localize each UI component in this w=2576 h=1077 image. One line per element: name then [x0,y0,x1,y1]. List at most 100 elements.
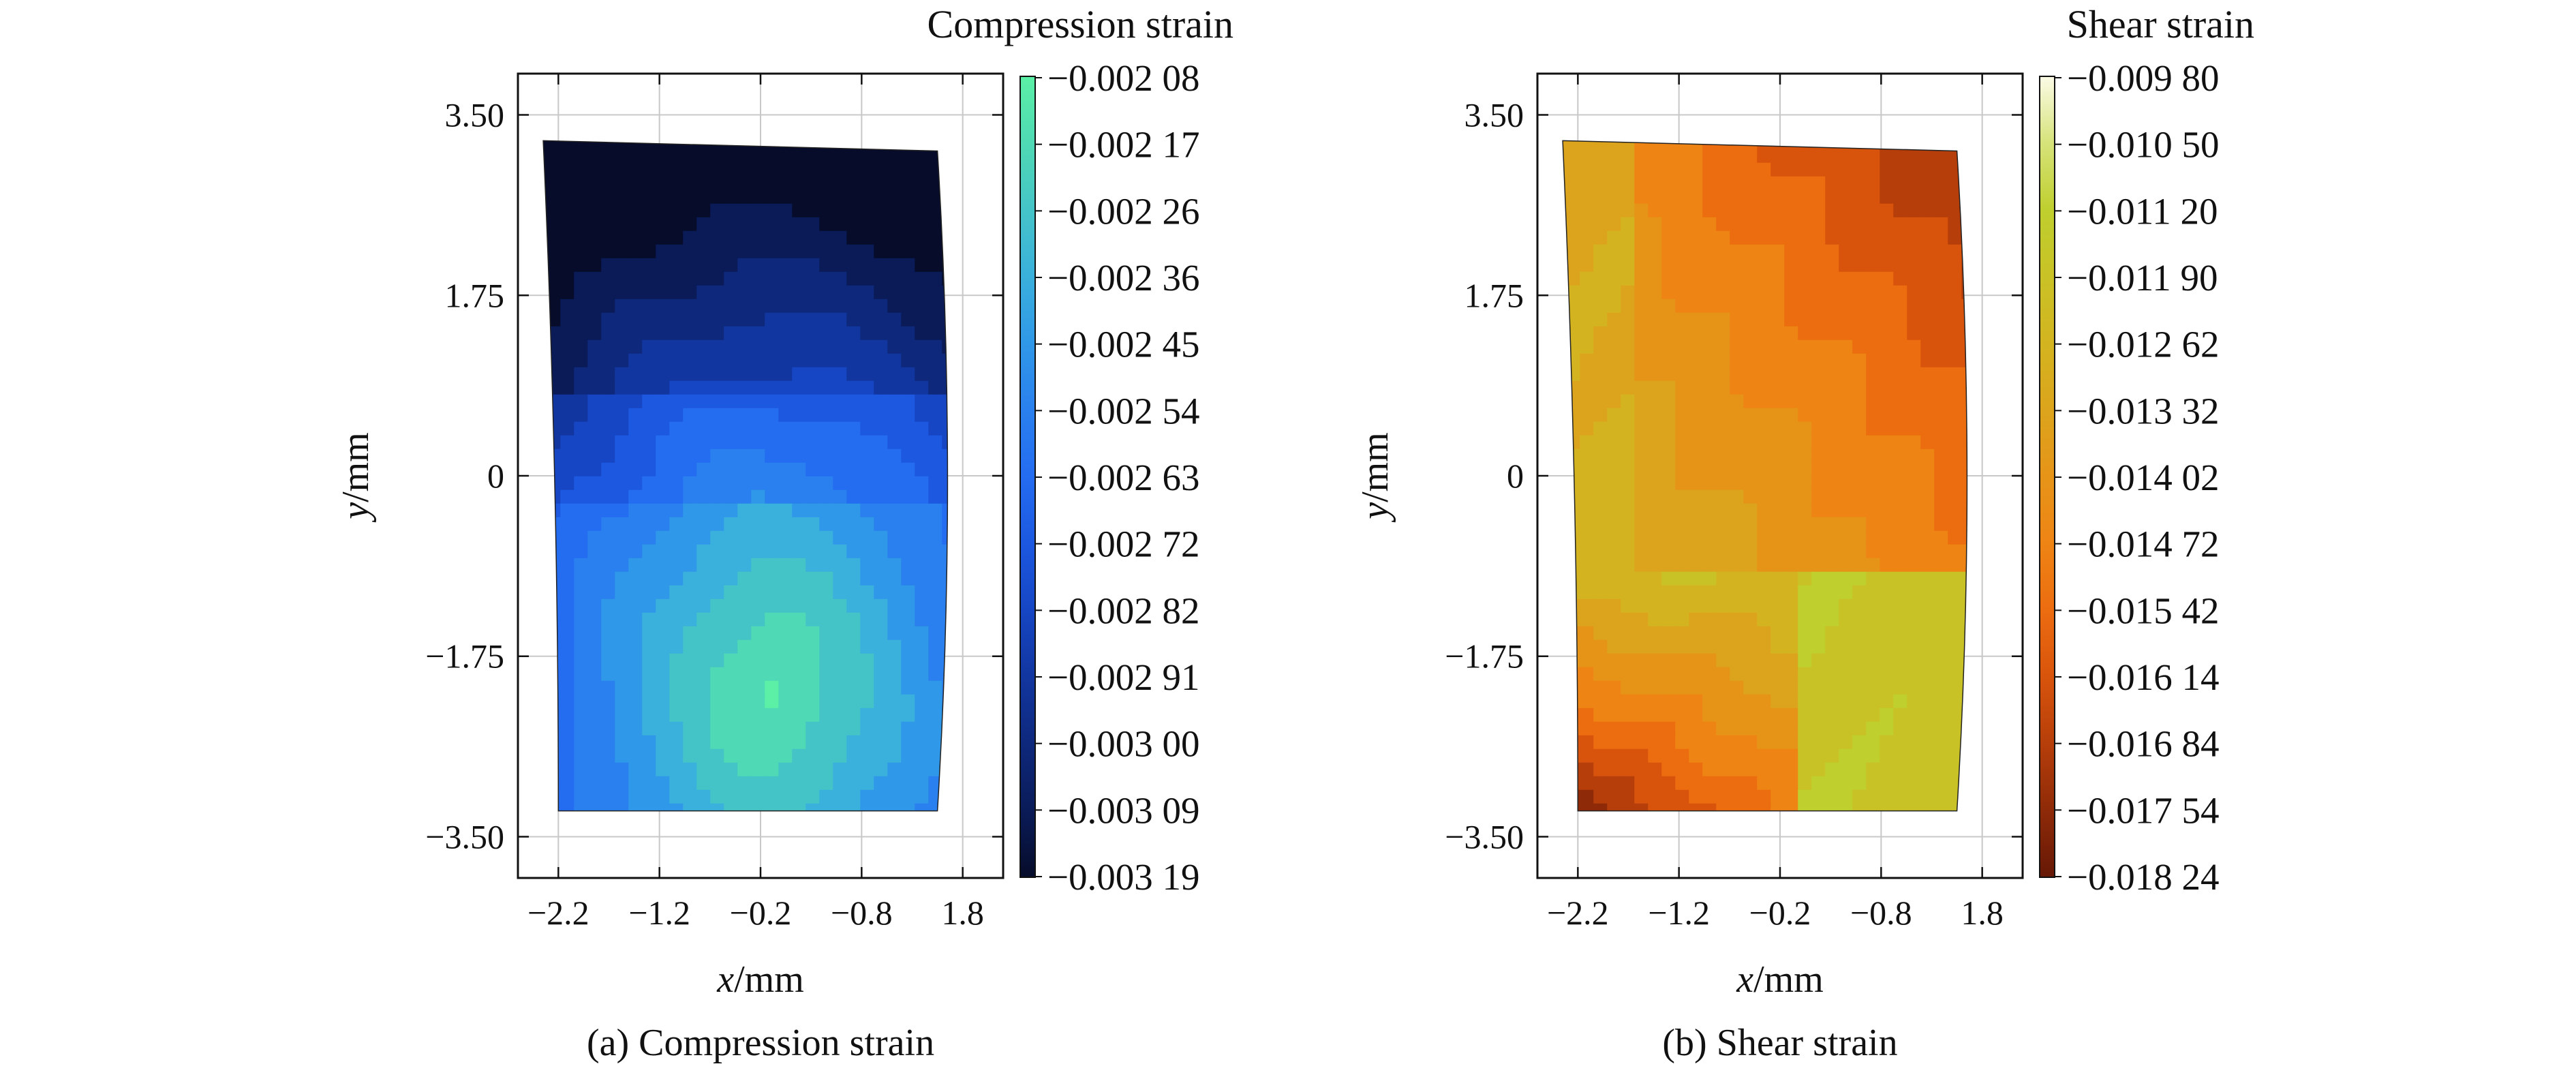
field-cell [928,285,942,300]
field-cell [874,489,888,504]
field-cell [1730,449,1744,464]
field-cell [1770,244,1785,259]
field-cell [1866,149,1880,164]
x-tick-label: −2.2 [1547,894,1609,932]
field-cell [1563,571,1567,586]
field-cell [1634,694,1649,709]
field-cell [724,598,738,613]
field-cell [1563,353,1567,368]
field-cell [1702,217,1717,232]
field-cell [656,176,670,191]
field-cell [683,217,697,232]
field-cell [942,598,948,613]
field-cell [846,299,861,314]
field-cell [751,708,765,723]
field-cell [1825,203,1839,218]
field-cell [1811,735,1826,750]
field-cell [1675,449,1689,464]
field-cell [587,735,602,750]
field-cell [887,449,902,464]
field-cell [724,162,738,177]
field-cell [1563,776,1567,791]
field-cell [696,558,711,573]
field-cell [574,312,588,327]
colorbar-tick-label: −0.002 54 [1047,390,1200,431]
field-cell [1675,517,1689,532]
field-cell [1743,776,1758,791]
field-cell [1811,244,1826,259]
field-cell [543,667,547,682]
field-cell [642,530,656,545]
field-cell [1716,517,1730,532]
field-cell [1607,585,1621,600]
field-cell [1716,149,1730,164]
field-cell [1757,694,1771,709]
field-cell [696,312,711,327]
field-cell [642,476,656,491]
field-cell [1757,571,1771,586]
field-cell [1798,312,1812,327]
field-cell [833,571,847,586]
field-cell [1689,612,1703,627]
field-cell [1730,803,1744,811]
field-cell [765,162,779,177]
field-cell [669,367,684,382]
field-cell [1839,708,1853,723]
field-cell [1961,762,1967,777]
field-cell [887,667,902,682]
field-cell [792,571,806,586]
field-cell [656,489,670,504]
field-cell [656,367,670,382]
field-cell [1716,776,1730,791]
field-cell [1580,380,1594,395]
field-cell [543,230,547,245]
field-cell [887,735,902,750]
field-cell [724,353,738,368]
field-cell [696,585,711,600]
field-cell [1961,421,1967,436]
field-cell [1798,176,1812,191]
field-cell [696,680,711,695]
field-cell [724,367,738,382]
field-cell [1880,462,1894,477]
panel-shear: −2.2 −1.2 −0.2 −0.8 1.8 3.501.750−1.75−3.50 … [1354,2,2254,1064]
field-cell [656,803,670,811]
field-cell [1743,558,1758,573]
field-cell [860,667,874,682]
field-cell [1563,230,1567,245]
field-cell [1907,503,1921,518]
field-cell [547,408,561,423]
field-cell [669,203,684,218]
field-cell [737,530,752,545]
field-cell [1811,598,1826,613]
field-cell [1798,748,1812,763]
field-cell [628,694,643,709]
field-cell [1689,421,1703,436]
field-cell [806,708,820,723]
field-cell [901,189,915,204]
field-cell [1825,503,1839,518]
field-cell [628,803,643,811]
field-cell [1907,217,1921,232]
field-cell [887,326,902,341]
field-cell [1907,517,1921,532]
field-cell [915,462,929,477]
field-cell [615,312,629,327]
field-cell [1825,449,1839,464]
field-cell [751,694,765,709]
field-cell [642,285,656,300]
field-cell [915,230,929,245]
field-cell [860,503,874,518]
field-cell [901,162,915,177]
field-cell [874,421,888,436]
field-cell [860,394,874,409]
field-cell [1880,203,1894,218]
field-cell [1675,680,1689,695]
field-cell [560,653,574,668]
field-cell [846,203,861,218]
field-cell [724,489,738,504]
field-cell [860,421,874,436]
field-cell [628,435,643,450]
field-cell [1743,299,1758,314]
field-cell [1852,530,1867,545]
